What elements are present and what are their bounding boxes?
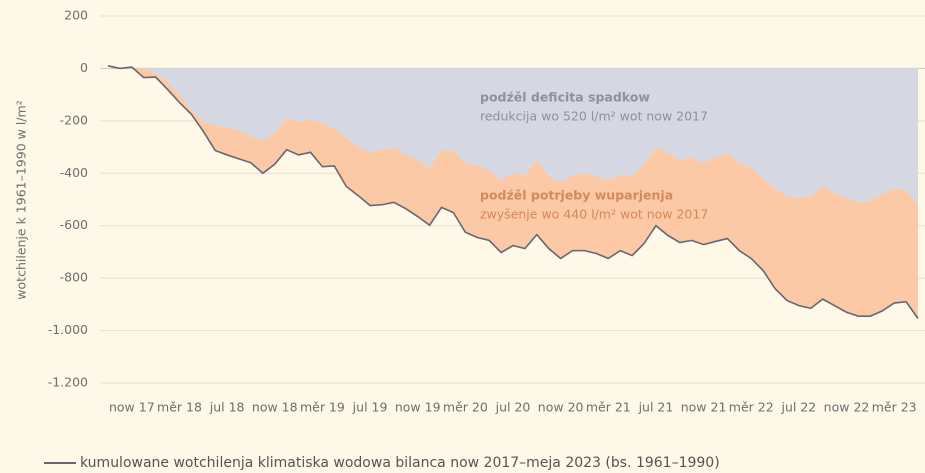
annotation: redukcija wo 520 l/m² wot now 2017 bbox=[480, 109, 708, 124]
line bbox=[107, 65, 919, 319]
annotation: zwyšenje wo 440 l/m² wot now 2017 bbox=[480, 207, 708, 222]
x-tick-label: jul 18 bbox=[209, 400, 245, 415]
x-tick-label: jul 22 bbox=[781, 400, 817, 415]
area bbox=[108, 68, 918, 319]
y-tick-label: -1.200 bbox=[48, 375, 88, 390]
x-tick-label: měr 19 bbox=[300, 400, 345, 415]
x-tick-label: now 20 bbox=[538, 400, 584, 415]
y-tick-label: -600 bbox=[60, 217, 88, 232]
area bbox=[108, 68, 918, 206]
y-tick-label: -400 bbox=[60, 165, 88, 180]
x-tick-label: jul 21 bbox=[638, 400, 674, 415]
x-tick-label: jul 20 bbox=[495, 400, 531, 415]
y-tick-label: -800 bbox=[60, 270, 88, 285]
x-tick-label: měr 22 bbox=[729, 400, 774, 415]
annotation-title: podźěl deficita spadkow bbox=[480, 90, 650, 105]
x-tick-label: měr 23 bbox=[872, 400, 917, 415]
legend-label: kumulowane wotchilenja klimatiska wodowa… bbox=[80, 455, 720, 471]
y-tick-label: -1.000 bbox=[48, 322, 88, 337]
x-tick-label: now 19 bbox=[395, 400, 441, 415]
y-tick-label: 200 bbox=[64, 8, 88, 23]
x-tick-label: now 21 bbox=[681, 400, 727, 415]
x-tick-label: jul 19 bbox=[352, 400, 388, 415]
y-axis-label: wotchilenje k 1961–1990 w l/m² bbox=[14, 100, 29, 299]
x-tick-label: now 22 bbox=[824, 400, 870, 415]
x-tick-label: měr 21 bbox=[586, 400, 631, 415]
x-tick-label: měr 18 bbox=[157, 400, 202, 415]
y-tick-label: -200 bbox=[60, 112, 88, 127]
annotation-title: podźěl potrjeby wuparjenja bbox=[480, 188, 673, 203]
x-tick-label: now 18 bbox=[252, 400, 298, 415]
x-tick-label: now 17 bbox=[109, 400, 155, 415]
y-tick-label: 0 bbox=[80, 60, 88, 75]
x-tick-label: měr 20 bbox=[443, 400, 488, 415]
